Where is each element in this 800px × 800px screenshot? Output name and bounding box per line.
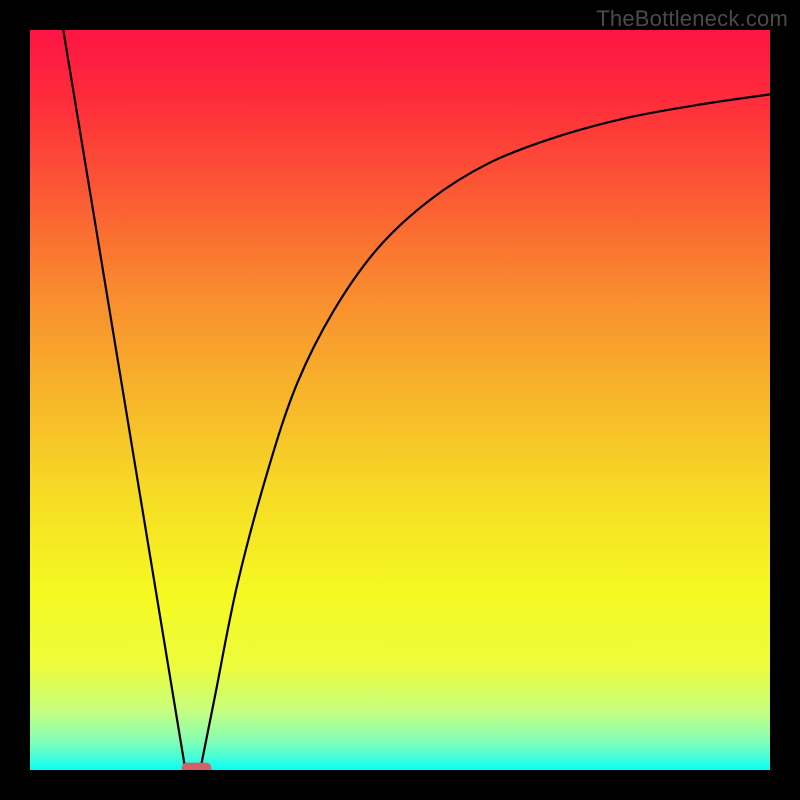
- border-right: [770, 0, 800, 800]
- watermark-text: TheBottleneck.com: [596, 6, 788, 32]
- gradient-background: [30, 30, 770, 770]
- bottleneck-chart: [0, 0, 800, 800]
- border-bottom: [0, 770, 800, 800]
- border-left: [0, 0, 30, 800]
